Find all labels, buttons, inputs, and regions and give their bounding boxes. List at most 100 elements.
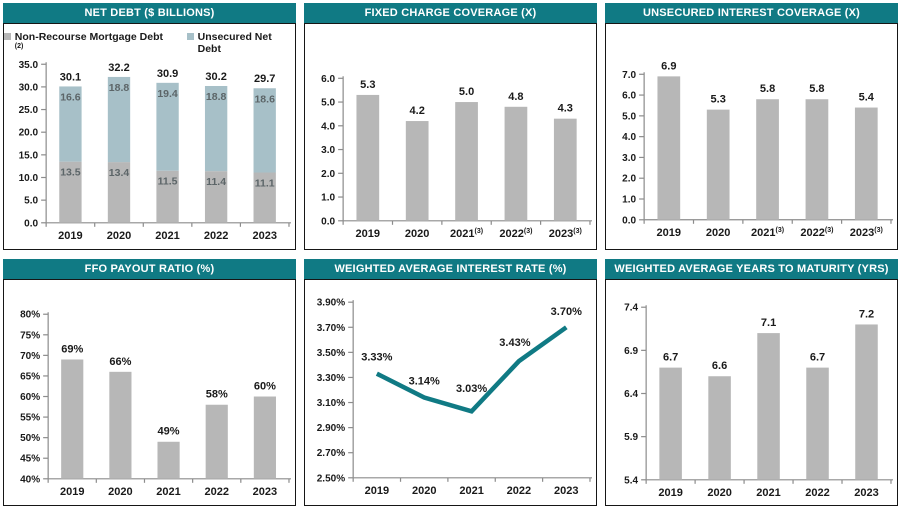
chart-text: 2020 <box>405 228 430 240</box>
chart-text: 49% <box>158 426 180 438</box>
chart-text: 2022 <box>805 487 830 499</box>
chart-text: 15.0 <box>19 150 39 161</box>
chart-text: 6.0 <box>321 74 335 85</box>
bar <box>706 109 730 220</box>
chart-text: 10.0 <box>19 173 39 184</box>
chart-text: 5.0 <box>321 98 335 109</box>
bar-segment <box>156 82 179 171</box>
chart-svg: 0.0 1.0 2.0 3.0 4.0 5.0 6.0 2019 2020 2021(3) 2022… <box>321 74 592 240</box>
legend-label: Unsecured Net Debt <box>197 31 272 55</box>
chart-text: 6.4 <box>624 389 638 400</box>
bar <box>205 404 228 479</box>
chart-svg: 0.0 5.0 10.0 15.0 20.0 25.0 30.0 35.0 2019 2020 20… <box>19 60 291 242</box>
panel-title-fixed-charge-coverage: FIXED CHARGE COVERAGE (X) <box>304 3 597 23</box>
chart-text: 25.0 <box>19 105 39 116</box>
chart-text: 2021 <box>156 486 181 498</box>
bar-segment <box>107 162 131 223</box>
chart-text: 75% <box>20 330 40 341</box>
bar <box>356 94 380 221</box>
chart-text: 7.0 <box>622 70 636 81</box>
chart-text: 6.9 <box>661 60 676 72</box>
chart-text: 3.50% <box>317 348 345 359</box>
chart-text: 55% <box>20 413 40 424</box>
chart-text: 2022(3) <box>499 228 532 240</box>
bar <box>757 333 780 480</box>
chart-text: 6.7 <box>810 352 825 364</box>
chart-text: 0.0 <box>321 216 335 227</box>
chart-text: 4.2 <box>410 105 425 117</box>
chart-text: 3.43% <box>499 337 530 349</box>
chart-text: 6.7 <box>663 352 678 364</box>
chart-text: 50% <box>20 433 40 444</box>
chart-text: 2019 <box>356 228 381 240</box>
chart-text: 5.9 <box>624 432 638 443</box>
chart-text: 3.90% <box>317 298 345 309</box>
chart-text: 2019 <box>657 227 682 239</box>
bar <box>253 396 276 479</box>
panel-title-weighted-average-years-to-maturity: WEIGHTED AVERAGE YEARS TO MATURITY (YRS) <box>605 259 898 279</box>
chart-text: 5.0 <box>459 86 474 98</box>
chart-text: 18.8 <box>206 91 227 103</box>
panel-net-debt: NET DEBT ($ BILLIONS) 0.0 5.0 10.0 15.0 20.0… <box>3 3 296 250</box>
chart-text: 2019 <box>58 230 83 242</box>
chart-text: 2019 <box>60 486 85 498</box>
chart-text: 5.0 <box>24 196 38 207</box>
chart-text: 2.90% <box>317 423 345 434</box>
chart-text: 32.2 <box>108 62 129 74</box>
panel-fixed-charge-coverage: FIXED CHARGE COVERAGE (X) 0.0 1.0 2.0 3.0 4.… <box>304 3 597 250</box>
chart-text: 11.5 <box>158 176 178 188</box>
chart-svg: 0.0 1.0 2.0 3.0 4.0 5.0 6.0 7.0 2019 2020 2021(3) 2… <box>622 60 893 239</box>
chart-text: 2.0 <box>622 174 636 185</box>
bar-segment <box>59 86 82 162</box>
chart-text: 30.2 <box>205 71 226 83</box>
chart-text: 7.4 <box>624 303 638 314</box>
chart-text: 69% <box>61 343 83 355</box>
chart-text: 2.70% <box>317 448 345 459</box>
chart-weighted-average-years-to-maturity: 5.4 5.9 6.4 6.9 7.4 2019 2020 2021 2022 2023 6.7 6.… <box>605 279 898 506</box>
panel-title-ffo-payout-ratio: FFO PAYOUT RATIO (%) <box>3 259 296 279</box>
chart-text: 2020 <box>706 227 731 239</box>
chart-text: 2022(3) <box>800 227 833 239</box>
panel-title-net-debt: NET DEBT ($ BILLIONS) <box>3 3 296 23</box>
chart-text: 13.4 <box>109 167 130 179</box>
chart-text: 11.1 <box>255 178 275 190</box>
chart-text: 3.10% <box>317 398 345 409</box>
chart-weighted-average-interest-rate: 2.50% 2.70% 2.90% 3.10% 3.30% 3.50% 3.70% 3.90%… <box>304 279 597 506</box>
chart-text: 7.1 <box>761 317 776 329</box>
bar <box>157 441 180 479</box>
bar <box>756 99 779 220</box>
chart-text: 2.0 <box>321 169 335 180</box>
bar-segment <box>107 76 131 163</box>
bar <box>553 118 577 221</box>
legend-swatch-icon <box>186 33 194 40</box>
chart-ffo-payout-ratio: 40% 45% 50% 55% 60% 65% 70% 75% 80% 2019 2020 2021 2… <box>3 279 296 506</box>
chart-text: 30.9 <box>157 68 178 80</box>
bar <box>854 107 878 220</box>
chart-text: 1.0 <box>622 195 636 206</box>
bar <box>657 76 681 220</box>
chart-text: 16.6 <box>60 91 81 103</box>
chart-svg: 2.50% 2.70% 2.90% 3.10% 3.30% 3.50% 3.70% 3.90%… <box>317 298 592 497</box>
chart-text: 3.70% <box>317 323 345 334</box>
chart-net-debt: 0.0 5.0 10.0 15.0 20.0 25.0 30.0 35.0 2019 2020 20… <box>3 23 296 250</box>
chart-text: 1.0 <box>321 193 335 204</box>
chart-svg: 40% 45% 50% 55% 60% 65% 70% 75% 80% 2019 2020 2021 2… <box>20 310 291 498</box>
chart-text: 2023 <box>854 487 879 499</box>
bar-segment <box>253 172 276 223</box>
chart-text: 2020 <box>707 487 732 499</box>
chart-text: 29.7 <box>254 73 275 85</box>
chart-text: 4.0 <box>321 121 335 132</box>
chart-text: 5.4 <box>624 475 638 486</box>
chart-svg: 5.4 5.9 6.4 6.9 7.4 2019 2020 2021 2022 2023 6.7 6.… <box>624 303 893 499</box>
panel-title-unsecured-interest-coverage: UNSECURED INTEREST COVERAGE (X) <box>605 3 898 23</box>
bar-segment <box>59 161 82 223</box>
bar <box>805 99 829 220</box>
bar <box>61 359 84 479</box>
chart-text: 5.8 <box>809 83 824 95</box>
chart-text: 7.2 <box>859 308 874 320</box>
chart-text: 4.3 <box>558 103 573 115</box>
chart-text: 18.8 <box>109 82 130 94</box>
bar <box>109 371 132 479</box>
chart-text: 2023 <box>252 230 277 242</box>
